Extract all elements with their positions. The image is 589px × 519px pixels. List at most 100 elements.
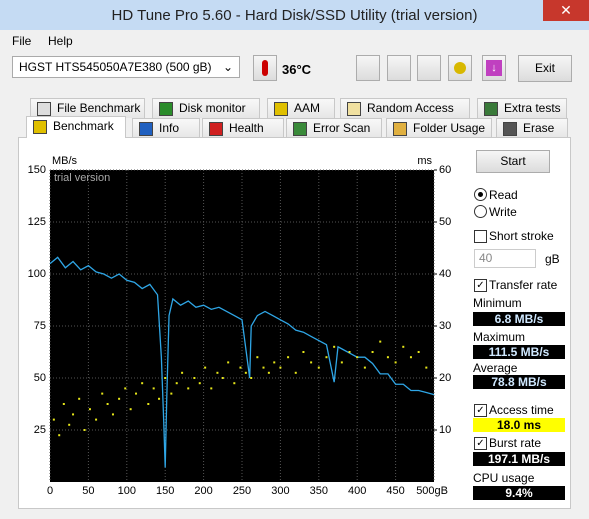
stroke-spinner[interactable]: 40: [474, 249, 536, 268]
access-time-point: [158, 397, 161, 400]
access-time-point: [371, 351, 374, 353]
access-time-point: [101, 392, 104, 395]
access-time-point: [106, 403, 109, 405]
access-time-value: 18.0 ms: [473, 418, 565, 432]
copy-all-button[interactable]: [387, 55, 411, 81]
access-time-point: [294, 371, 297, 374]
access-time-point: [317, 366, 320, 369]
x-tick-label: 400: [348, 485, 366, 497]
access-time-point: [267, 371, 270, 374]
close-button[interactable]: ✕: [543, 0, 589, 21]
access-time-checkbox[interactable]: ✓: [474, 404, 487, 417]
access-time-point: [181, 371, 184, 374]
maximum-label: Maximum: [473, 330, 526, 344]
start-button[interactable]: Start: [476, 150, 550, 173]
transfer-rate-label: Transfer rate: [489, 278, 558, 292]
menu-file[interactable]: File: [12, 34, 32, 48]
drive-name: HGST HTS545050A7E380 (500 gB): [19, 60, 212, 74]
menu-help[interactable]: Help: [48, 34, 73, 48]
window-title: HD Tune Pro 5.60 - Hard Disk/SSD Utility…: [111, 7, 478, 24]
access-time-point: [78, 397, 81, 400]
access-time-point: [402, 345, 405, 348]
screenshot-button[interactable]: [417, 55, 441, 81]
tab[interactable]: Random Access: [340, 98, 470, 118]
access-time-label: Access time: [489, 403, 554, 417]
annotation: trial version: [54, 172, 110, 184]
tab[interactable]: Folder Usage: [386, 118, 492, 138]
y2-tick-label: 10: [439, 424, 451, 436]
access-time-point: [417, 351, 420, 353]
access-time-point: [62, 403, 65, 405]
stroke-value: 40: [479, 251, 493, 265]
access-time-point: [256, 356, 259, 359]
access-time-point: [239, 366, 242, 369]
x-tick-label: 500gB: [416, 485, 448, 497]
tab-icon: [347, 102, 361, 116]
tab[interactable]: Info: [132, 118, 200, 138]
tab[interactable]: AAM: [267, 98, 335, 118]
access-time-point: [135, 392, 138, 395]
tab-icon: [503, 122, 517, 136]
y2-tick-label: 60: [439, 164, 451, 176]
x-tick-label: 250: [233, 485, 251, 497]
access-time-point: [386, 356, 389, 359]
access-time-point: [68, 423, 71, 426]
dropdown-arrow: ⌄: [222, 60, 233, 74]
access-time-point: [409, 356, 412, 359]
copy-button[interactable]: [356, 55, 380, 81]
access-time-point: [95, 418, 98, 421]
tab-icon: [484, 102, 498, 116]
tab-icon: [393, 122, 407, 136]
save-button[interactable]: ↓: [482, 55, 506, 81]
y-tick-label: 150: [28, 164, 46, 176]
read-radio[interactable]: [474, 188, 487, 201]
exit-button[interactable]: Exit: [518, 55, 572, 82]
y-tick-label: 75: [34, 320, 46, 332]
access-time-point: [356, 356, 359, 359]
stroke-unit: gB: [545, 252, 560, 266]
tab-label: Health: [229, 121, 264, 135]
tab-label: Disk monitor: [179, 101, 246, 115]
access-time-point: [124, 387, 127, 390]
transfer-rate-checkbox[interactable]: ✓: [474, 279, 487, 292]
x-tick-label: 0: [47, 485, 53, 497]
y-tick-label: 125: [28, 216, 46, 228]
y-tick-label: 50: [34, 372, 46, 384]
access-time-point: [204, 366, 207, 369]
tab-label: Folder Usage: [413, 121, 486, 135]
tab[interactable]: Error Scan: [286, 118, 382, 138]
cpu-usage-label: CPU usage: [473, 471, 535, 485]
cpu-usage-value: 9.4%: [473, 486, 565, 500]
y-axis-label: MB/s: [52, 155, 78, 167]
y-tick-label: 25: [34, 424, 46, 436]
tab[interactable]: Disk monitor: [152, 98, 260, 118]
access-time-point: [250, 377, 253, 379]
transfer-rate-line: [49, 256, 435, 468]
access-time-point: [129, 408, 132, 411]
x-tick-label: 150: [156, 485, 174, 497]
burst-rate-checkbox[interactable]: ✓: [474, 437, 487, 450]
tab[interactable]: Extra tests: [477, 98, 567, 118]
y2-tick-label: 50: [439, 216, 451, 228]
write-radio[interactable]: [474, 205, 487, 218]
access-time-point: [72, 413, 75, 416]
average-value: 78.8 MB/s: [473, 375, 565, 389]
access-time-point: [58, 434, 61, 437]
access-time-point: [262, 366, 265, 369]
tab[interactable]: Benchmark: [26, 116, 126, 138]
tab-label: Error Scan: [313, 121, 371, 135]
x-tick-label: 50: [82, 485, 94, 497]
access-time-point: [363, 366, 366, 369]
access-time-point: [302, 351, 305, 353]
tab[interactable]: Erase: [496, 118, 568, 138]
tab-label: Extra tests: [504, 101, 561, 115]
tab-icon: [274, 102, 288, 116]
short-stroke-checkbox[interactable]: [474, 230, 487, 243]
tab[interactable]: Health: [202, 118, 284, 138]
x-tick-label: 100: [118, 485, 136, 497]
tab[interactable]: File Benchmark: [30, 98, 145, 118]
tab-label: Benchmark: [53, 119, 114, 133]
drive-select[interactable]: HGST HTS545050A7E380 (500 gB) ⌄: [12, 56, 240, 78]
access-time-point: [379, 340, 382, 343]
options-button[interactable]: [448, 55, 472, 81]
